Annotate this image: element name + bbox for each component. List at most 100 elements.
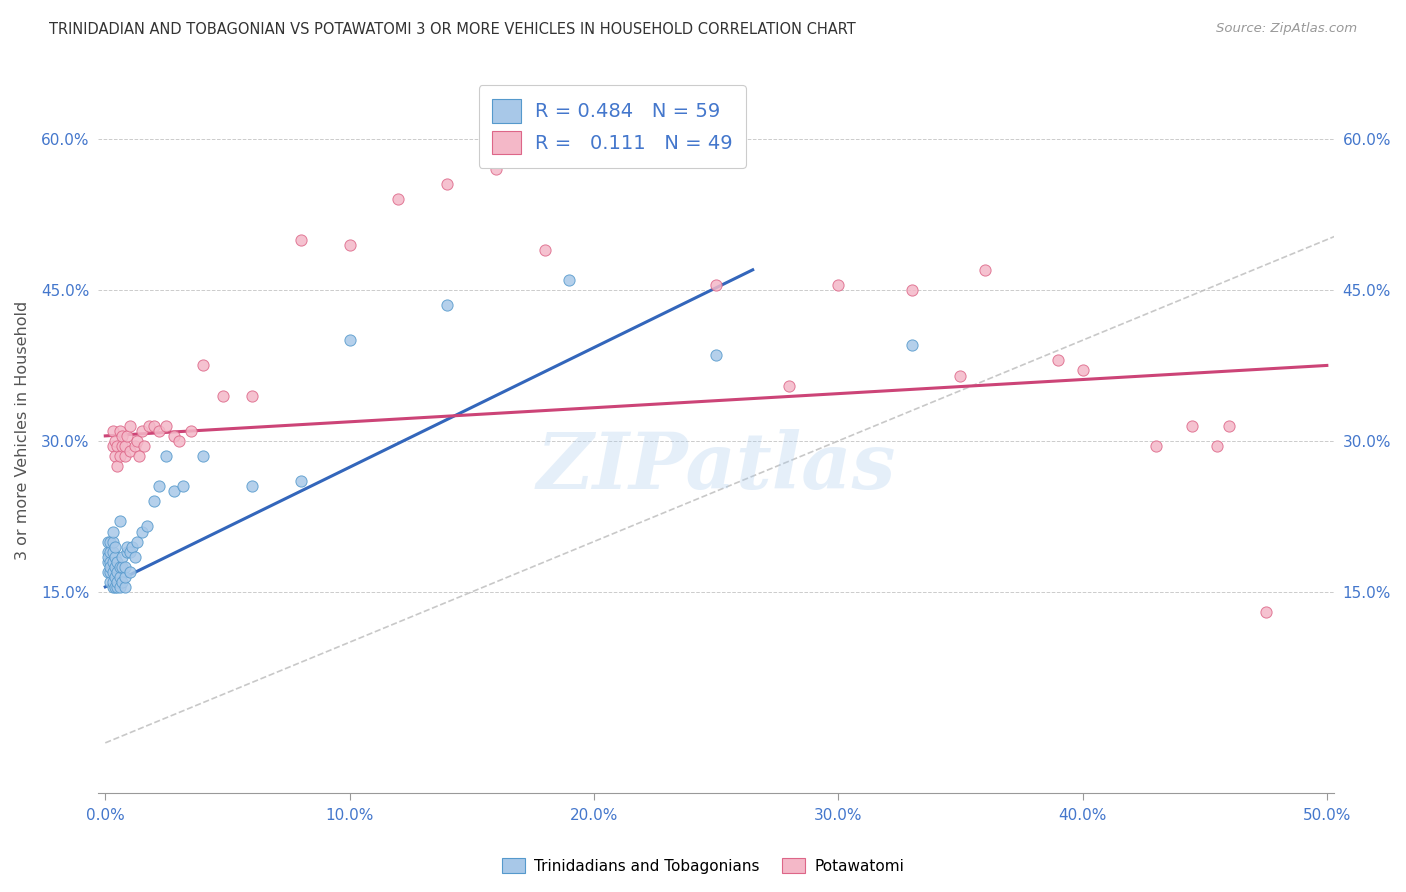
Point [98,559,121,574]
Text: Source: ZipAtlas.com: Source: ZipAtlas.com [1216,22,1357,36]
Legend: Trinidadians and Tobagonians, Potawatomi: Trinidadians and Tobagonians, Potawatomi [496,852,910,880]
Point [98,574,121,589]
Point [155,418,177,433]
Point [1047,353,1070,368]
Point [534,243,557,257]
Point [114,570,136,584]
Point [704,277,727,292]
Y-axis label: 3 or more Vehicles in Household: 3 or more Vehicles in Household [15,301,30,560]
Point [104,570,127,584]
Point [134,439,156,453]
Point [290,233,312,247]
Point [1218,418,1240,433]
Point [107,555,129,569]
Point [108,449,131,463]
Point [117,429,139,443]
Point [138,418,160,433]
Point [101,439,124,453]
Point [104,434,127,448]
Point [114,449,136,463]
Point [111,439,134,453]
Point [118,565,141,579]
Point [97,534,120,549]
Point [135,519,157,533]
Point [114,580,136,594]
Point [101,580,124,594]
Point [211,389,233,403]
Point [107,580,129,594]
Point [108,580,131,594]
Point [125,434,148,448]
Point [143,494,166,508]
Point [131,524,153,539]
Point [240,389,263,403]
Point [778,378,800,392]
Point [436,298,458,312]
Point [104,549,127,564]
Point [339,333,361,347]
Point [107,574,129,589]
Point [436,178,458,192]
Point [111,549,134,564]
Point [172,479,194,493]
Point [98,544,121,558]
Point [387,193,409,207]
Point [124,439,146,453]
Text: TRINIDADIAN AND TOBAGONIAN VS POTAWATOMI 3 OR MORE VEHICLES IN HOUSEHOLD CORRELA: TRINIDADIAN AND TOBAGONIAN VS POTAWATOMI… [49,22,856,37]
Point [108,570,131,584]
Point [191,359,214,373]
Point [558,273,581,287]
Point [108,559,131,574]
Point [128,449,150,463]
Point [101,555,124,569]
Point [180,424,202,438]
Point [118,418,141,433]
Point [101,544,124,558]
Point [131,424,153,438]
Point [101,524,124,539]
Point [704,348,727,362]
Point [125,534,148,549]
Point [98,534,121,549]
Point [111,429,134,443]
Point [827,277,849,292]
Point [114,559,136,574]
Point [143,418,166,433]
Point [290,474,312,488]
Point [97,549,120,564]
Point [97,555,120,569]
Point [339,237,361,252]
Point [97,544,120,558]
Point [107,565,129,579]
Point [111,574,134,589]
Point [104,559,127,574]
Point [118,444,141,458]
Point [108,515,131,529]
Point [117,540,139,554]
Point [97,565,120,579]
Point [101,565,124,579]
Point [485,162,508,177]
Point [1254,605,1277,619]
Legend: R = 0.484   N = 59, R =   0.111   N = 49: R = 0.484 N = 59, R = 0.111 N = 49 [478,86,747,168]
Point [240,479,263,493]
Point [111,559,134,574]
Point [101,424,124,438]
Point [98,555,121,569]
Point [101,574,124,589]
Point [191,449,214,463]
Point [973,262,995,277]
Point [900,338,922,352]
Point [104,449,127,463]
Point [101,534,124,549]
Point [1206,439,1229,453]
Point [1181,418,1204,433]
Point [118,544,141,558]
Point [108,424,131,438]
Point [107,439,129,453]
Point [167,434,190,448]
Point [163,484,186,499]
Point [114,439,136,453]
Point [104,540,127,554]
Point [163,429,186,443]
